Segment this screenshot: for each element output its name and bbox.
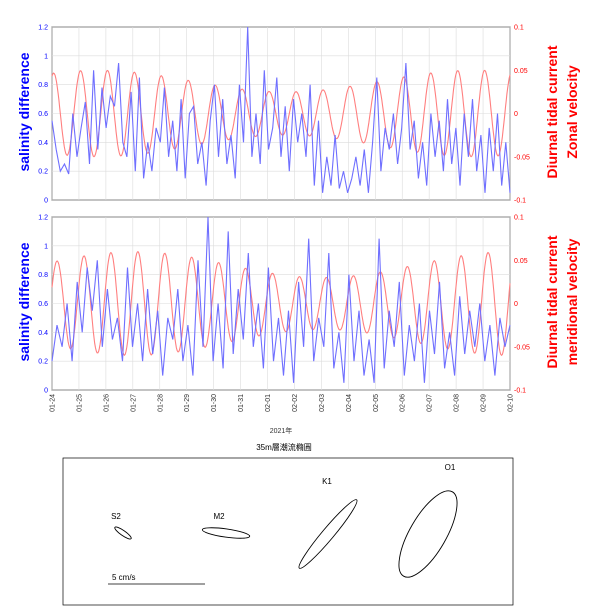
right-axis-ticks-bottom: -0.1 -0.05 0 0.05 0.1 bbox=[514, 215, 530, 395]
left-tick-label: 0 bbox=[44, 388, 48, 395]
left-tick-label: 0.4 bbox=[38, 140, 48, 147]
left-tick-label: 0.8 bbox=[38, 272, 48, 279]
left-axis-ticks-bottom: 0 0.2 0.4 0.6 0.8 1 1.2 bbox=[38, 215, 48, 395]
ellipse-frame bbox=[62, 457, 514, 606]
right-tick-label: -0.1 bbox=[514, 198, 526, 205]
right-tick-label: -0.1 bbox=[514, 388, 526, 395]
right-axis-label-top-line1: Diurnal tidal current bbox=[544, 45, 560, 178]
right-tick-label: 0.05 bbox=[514, 258, 528, 265]
panel-bottom: 0 0.2 0.4 0.6 0.8 1 1.2 -0.1 -0.05 0 0.05 0.1 01-2… bbox=[16, 215, 580, 436]
x-tick-label: 01-25 bbox=[76, 394, 83, 412]
x-tick-label: 01-28 bbox=[157, 394, 164, 412]
right-axis-ticks-top: -0.1 -0.05 0 0.05 0.1 bbox=[514, 25, 530, 205]
left-axis-ticks-top: 0 0.2 0.4 0.6 0.8 1 1.2 bbox=[38, 25, 48, 205]
right-tick-label: 0 bbox=[514, 111, 518, 118]
ellipse-s2 bbox=[114, 526, 132, 540]
series-line-red bbox=[51, 69, 511, 158]
x-tick-label: 02-08 bbox=[454, 394, 461, 412]
x-tick-label: 02-01 bbox=[265, 394, 272, 412]
series-line-red bbox=[51, 251, 511, 357]
series-bottom bbox=[51, 216, 511, 383]
x-tick-label: 02-10 bbox=[508, 394, 515, 412]
left-tick-label: 0.4 bbox=[38, 330, 48, 337]
left-tick-label: 0.8 bbox=[38, 82, 48, 89]
right-axis-label-bottom-line2: meridional velocity bbox=[564, 238, 580, 365]
x-tick-label: 02-05 bbox=[373, 394, 380, 412]
right-axis-label-bottom-line1: Diurnal tidal current bbox=[544, 235, 560, 368]
left-tick-label: 0.2 bbox=[38, 359, 48, 366]
left-tick-label: 0 bbox=[44, 198, 48, 205]
x-axis-ticks-bottom: 01-24 01-25 01-26 01-27 01-28 01-29 01-30 01-31… bbox=[50, 394, 515, 412]
series-line-blue bbox=[51, 26, 511, 193]
panel-top: 0 0.2 0.4 0.6 0.8 1 1.2 -0.1 -0.05 0 0.05 0.1 sali… bbox=[16, 25, 580, 205]
x-tick-label: 02-03 bbox=[319, 394, 326, 412]
ellipse-title: 35m層潮流橢圓 bbox=[256, 442, 312, 452]
left-axis-label-top: salinity difference bbox=[16, 52, 32, 171]
x-tick-label: 02-06 bbox=[400, 394, 407, 412]
right-tick-label: 0.05 bbox=[514, 68, 528, 75]
x-tick-label: 01-26 bbox=[103, 394, 110, 412]
ellipse-label-o1: O1 bbox=[445, 463, 456, 472]
right-tick-label: 0.1 bbox=[514, 25, 524, 32]
x-tick-label: 02-07 bbox=[427, 394, 434, 412]
left-tick-label: 1.2 bbox=[38, 215, 48, 222]
x-tick-label: 02-09 bbox=[481, 394, 488, 412]
left-tick-label: 1.2 bbox=[38, 25, 48, 32]
ellipse-label-k1: K1 bbox=[322, 477, 332, 486]
ellipse-label-s2: S2 bbox=[111, 512, 121, 521]
ellipse-m2 bbox=[201, 527, 251, 539]
right-axis-label-top-line2: Zonal velocity bbox=[564, 65, 580, 159]
ellipse-label-m2: M2 bbox=[213, 512, 225, 521]
ellipse-o1 bbox=[398, 490, 458, 578]
x-axis-label: 2021年 bbox=[270, 426, 293, 435]
left-tick-label: 1 bbox=[44, 53, 48, 60]
right-tick-label: 0.1 bbox=[514, 215, 524, 222]
x-tick-label: 01-30 bbox=[211, 394, 218, 412]
left-axis-label-bottom: salinity difference bbox=[16, 242, 32, 361]
right-tick-label: -0.05 bbox=[514, 154, 530, 161]
left-tick-label: 0.2 bbox=[38, 169, 48, 176]
grid-bottom bbox=[51, 216, 511, 391]
left-tick-label: 0.6 bbox=[38, 301, 48, 308]
x-tick-label: 01-24 bbox=[50, 394, 57, 412]
x-tick-label: 01-29 bbox=[184, 394, 191, 412]
right-tick-label: 0 bbox=[514, 301, 518, 308]
left-tick-label: 0.6 bbox=[38, 111, 48, 118]
scale-bar-label: 5 cm/s bbox=[112, 573, 136, 582]
x-tick-label: 01-31 bbox=[238, 394, 245, 412]
left-tick-label: 1 bbox=[44, 243, 48, 250]
ellipse-k1 bbox=[298, 499, 358, 569]
right-tick-label: -0.05 bbox=[514, 344, 530, 351]
series-line-blue bbox=[51, 216, 511, 383]
ellipses: S2 M2 K1 O1 bbox=[111, 463, 458, 578]
series-top bbox=[51, 26, 511, 193]
x-tick-label: 02-02 bbox=[292, 394, 299, 412]
panel-ellipses: 35m層潮流橢圓 S2 M2 K1 O1 5 cm/s bbox=[62, 442, 514, 606]
x-tick-label: 02-04 bbox=[346, 394, 353, 412]
x-tick-label: 01-27 bbox=[130, 394, 137, 412]
